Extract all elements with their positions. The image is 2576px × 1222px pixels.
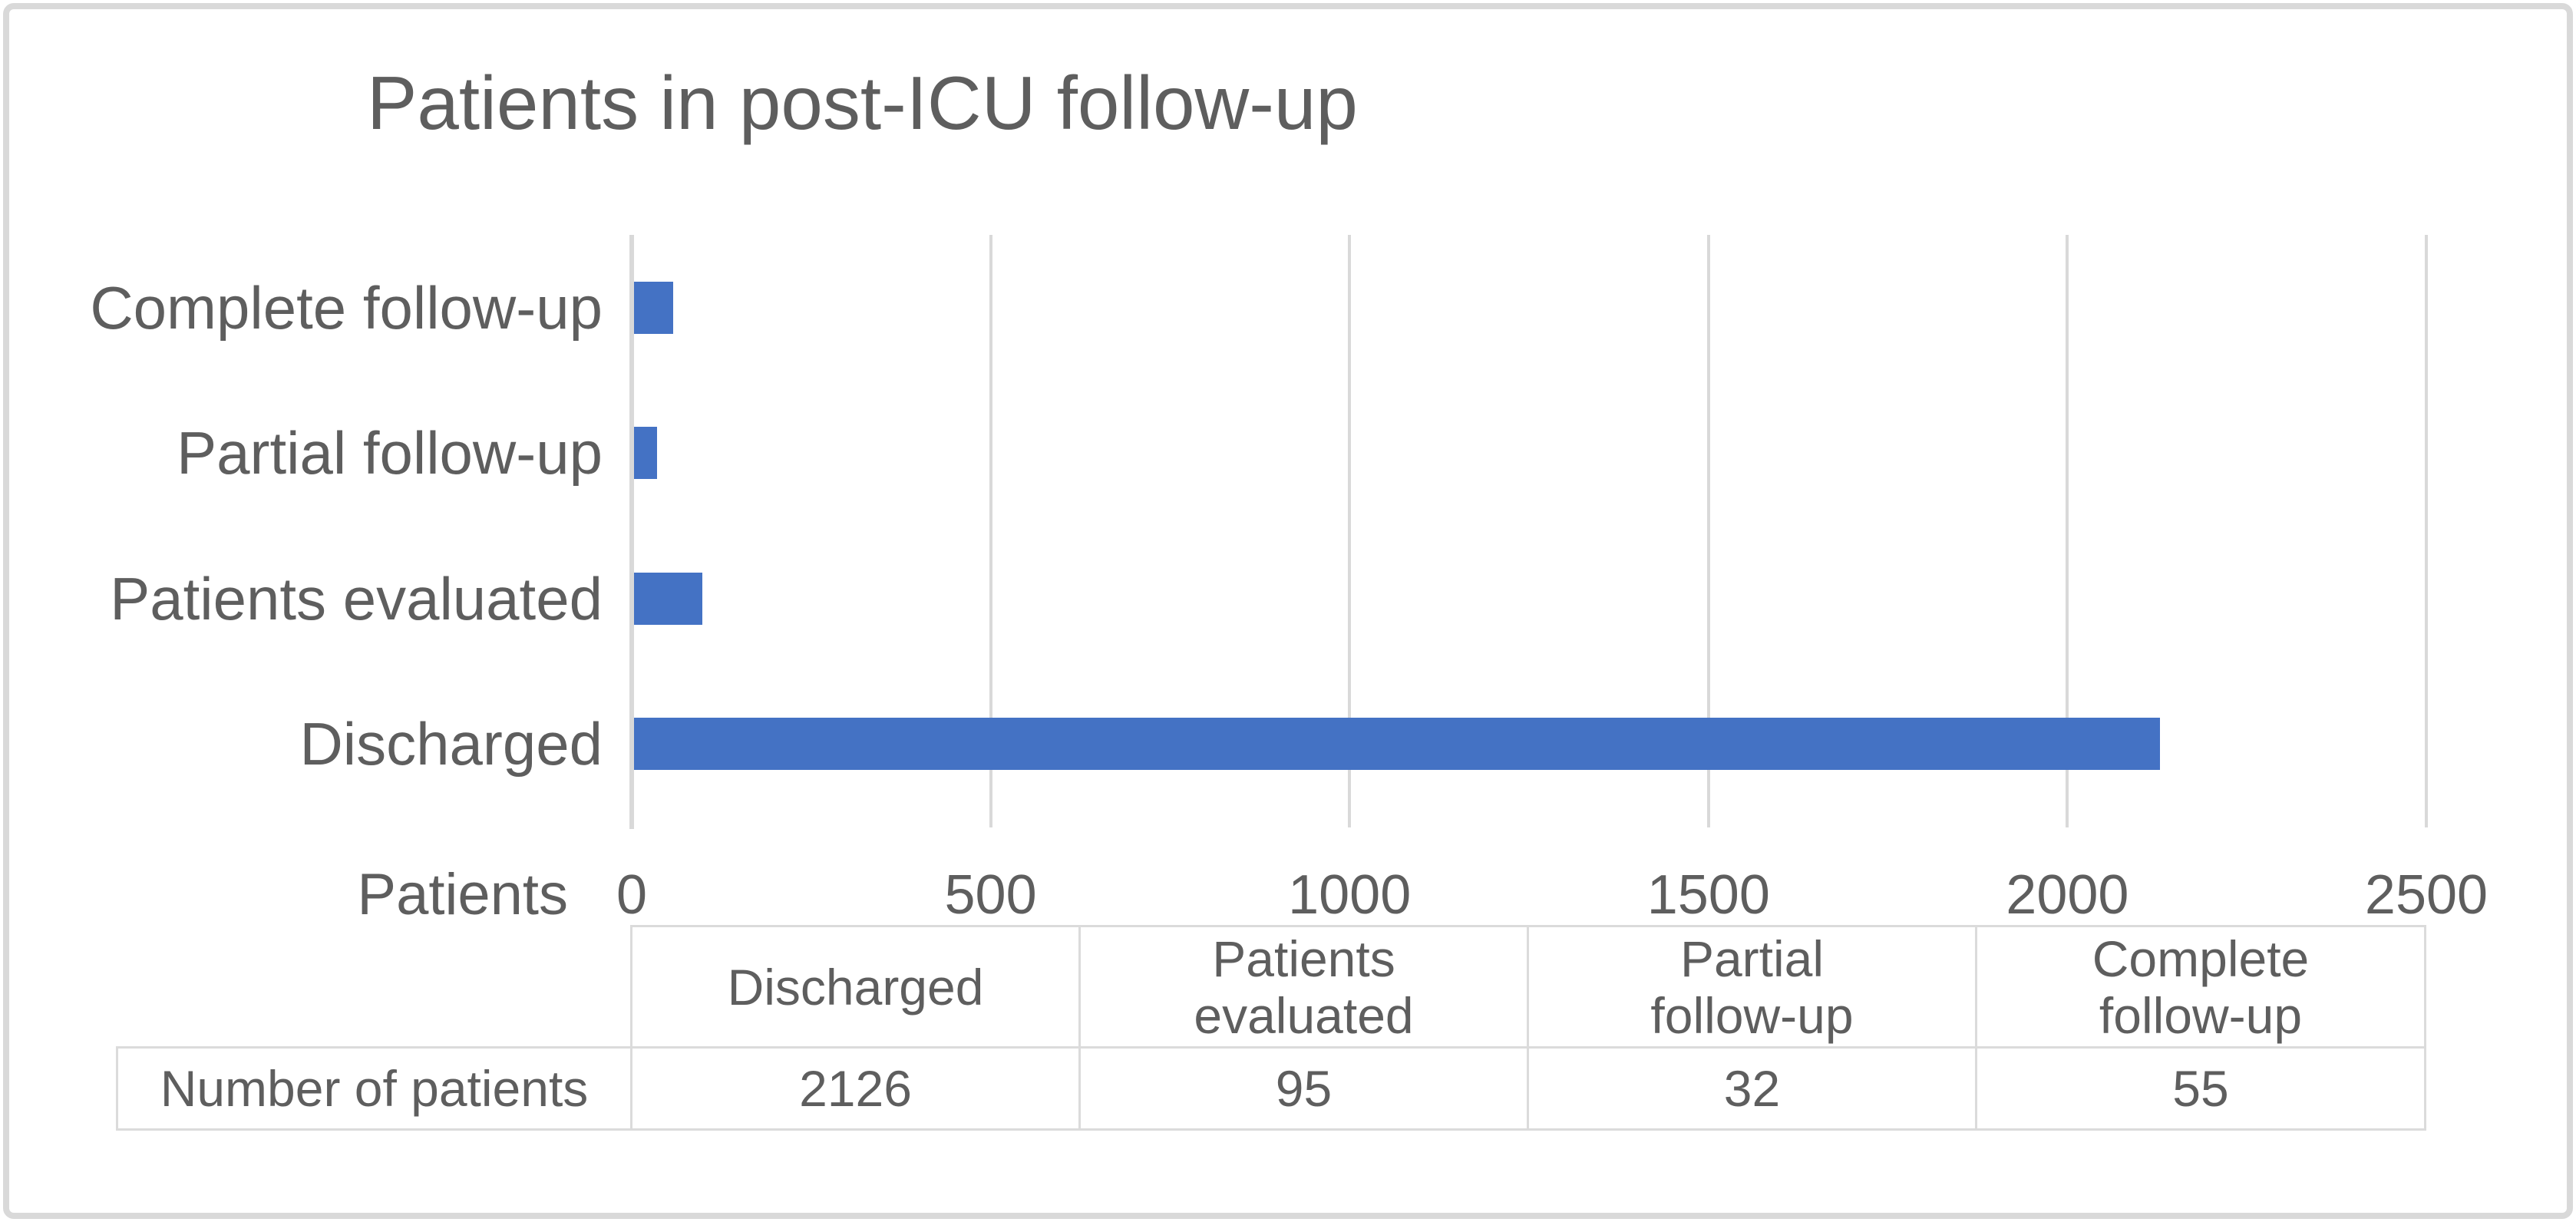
- gridline-500: [989, 235, 992, 827]
- x-tick-label-500: 500: [944, 864, 1037, 926]
- bar-discharged: [634, 718, 2160, 771]
- table-header-discharged: Discharged: [630, 925, 1081, 1049]
- x-axis-title: Patients: [357, 862, 568, 927]
- value-axis-line: [629, 235, 634, 829]
- chart-title: Patients in post-ICU follow-up: [367, 61, 1358, 145]
- bar-partial-follow-up: [634, 427, 657, 480]
- x-tick-label-1500: 1500: [1646, 864, 1770, 926]
- gridline-2000: [2066, 235, 2069, 827]
- table-row-label: Number of patients: [116, 1046, 632, 1131]
- gridline-1500: [1706, 235, 1710, 827]
- table-corner-spacer: [117, 926, 632, 1048]
- table-header-complete-follow-up: Complete follow-up: [1975, 925, 2426, 1049]
- gridline-1000: [1348, 235, 1352, 827]
- table-value-partial-follow-up: 32: [1527, 1046, 1977, 1131]
- gridline-2500: [2425, 235, 2428, 827]
- bar-patients-evaluated: [634, 572, 702, 625]
- table-header-patients-evaluated: Patients evaluated: [1078, 925, 1529, 1049]
- x-tick-label-0: 0: [616, 864, 648, 926]
- table-value-patients-evaluated: 95: [1078, 1046, 1529, 1131]
- table-header-partial-follow-up: Partial follow-up: [1527, 925, 1977, 1049]
- table-value-row: Number of patients 2126 95 32 55: [116, 1046, 2426, 1131]
- category-label-complete-follow-up: Complete follow-up: [90, 273, 603, 342]
- table-value-discharged: 2126: [630, 1046, 1081, 1131]
- table-header-row: Discharged Patients evaluated Partial follow…: [117, 925, 2426, 1049]
- x-tick-label-1000: 1000: [1288, 864, 1412, 926]
- data-table: Discharged Patients evaluated Partial follow…: [116, 925, 2426, 1131]
- x-tick-label-2500: 2500: [2364, 864, 2488, 926]
- table-value-complete-follow-up: 55: [1975, 1046, 2426, 1131]
- category-label-partial-follow-up: Partial follow-up: [177, 419, 603, 487]
- category-label-patients-evaluated: Patients evaluated: [110, 564, 603, 632]
- x-tick-label-2000: 2000: [2006, 864, 2129, 926]
- bar-complete-follow-up: [634, 281, 673, 334]
- category-label-discharged: Discharged: [299, 710, 603, 778]
